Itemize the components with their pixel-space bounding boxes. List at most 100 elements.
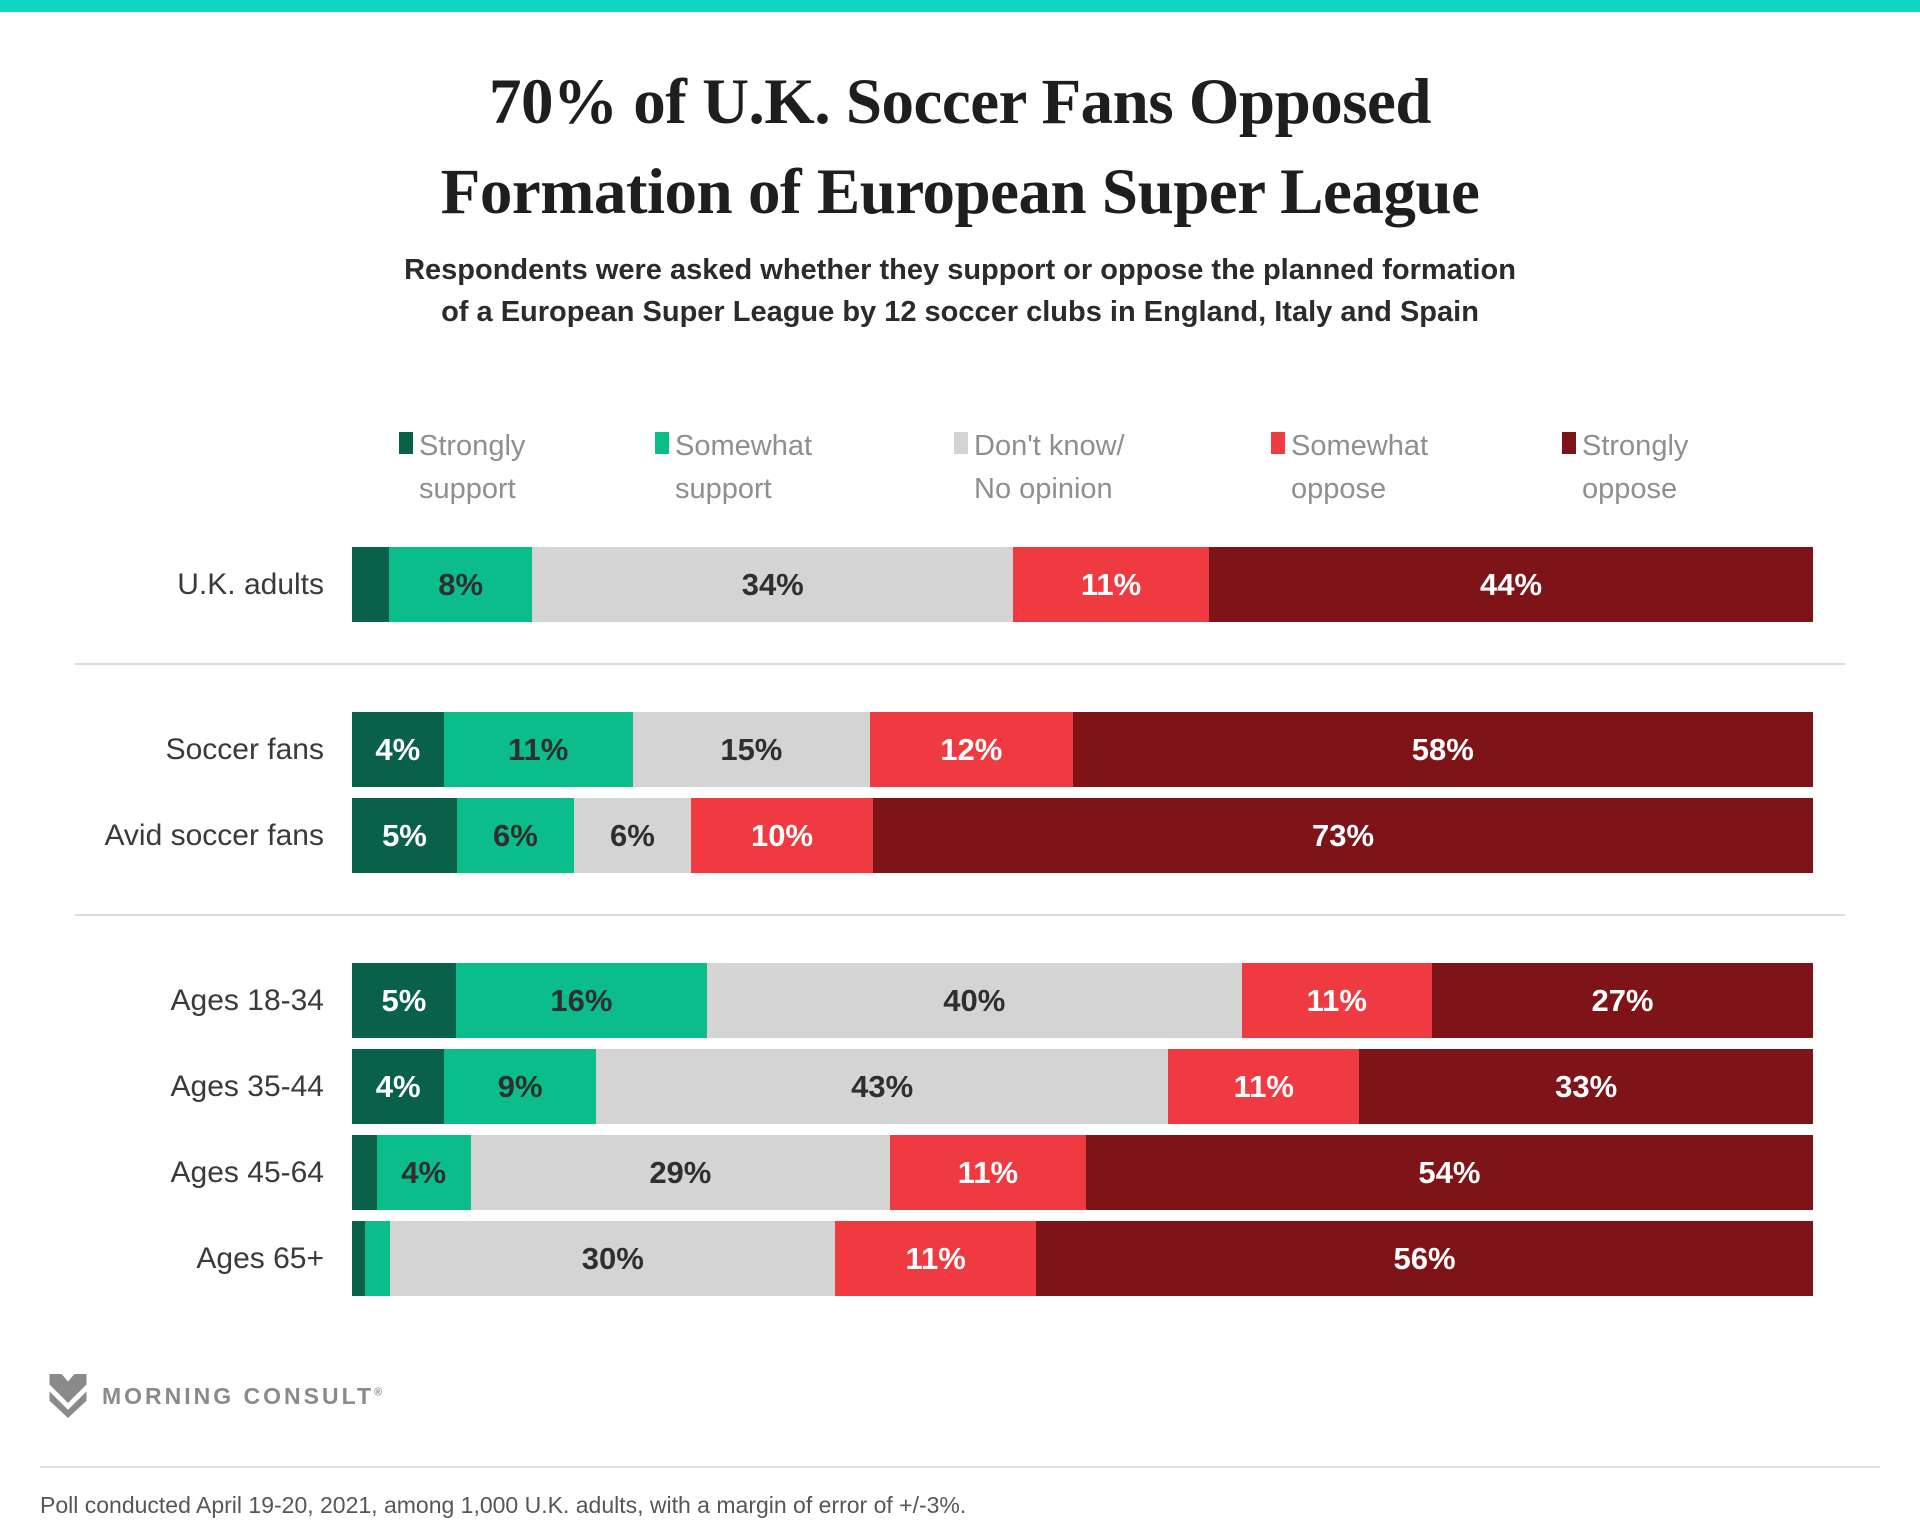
bar-row: Avid soccer fans 5% 6% 6% 10% 73% <box>0 798 1920 874</box>
bar-segment-value: 11% <box>507 731 569 767</box>
legend-label: Don't know/No opinion <box>974 430 1125 505</box>
legend-swatch <box>655 432 669 455</box>
chart-subtitle-line2: of a European Super League by 12 soccer … <box>441 296 1479 329</box>
bar-segment-value: 73% <box>1312 817 1375 853</box>
legend-item: Strongly oppose <box>1562 425 1688 509</box>
bar-segment: 4% <box>352 712 444 788</box>
row-label: Ages 45-64 <box>170 1155 324 1189</box>
row-label: U.K. adults <box>177 567 324 601</box>
bar-segment-value: 11% <box>905 1240 966 1276</box>
footer-note: Poll conducted April 19-20, 2021, among … <box>40 1492 967 1519</box>
bar-segment: 33% <box>1359 1049 1814 1125</box>
bar-segment-value: 34% <box>741 566 804 602</box>
bar-segment: 43% <box>595 1049 1169 1125</box>
bar-segment-value: 11% <box>957 1154 1019 1190</box>
bar-segment-value: 58% <box>1411 731 1474 767</box>
stacked-bar: 5% 6% 6% 10% 73% <box>352 798 1813 874</box>
row-label: Ages 18-34 <box>170 983 324 1017</box>
legend-label: Somewhat support <box>675 430 813 505</box>
bar-segment-value: 11% <box>1306 982 1367 1018</box>
legend-swatch <box>1271 432 1285 455</box>
legend-item: Don't know/No opinion <box>954 425 1125 509</box>
bar-segment: 54% <box>1085 1135 1813 1211</box>
chart-subtitle: Respondents were asked whether they supp… <box>0 249 1920 333</box>
bar-segment: 56% <box>1036 1221 1813 1297</box>
stacked-bar: 30% 11% 56% <box>352 1221 1813 1297</box>
stacked-bar: 4% 29% 11% 54% <box>352 1135 1813 1211</box>
bar-segment: 5% <box>352 963 456 1039</box>
page-title-line2: Formation of European Super League <box>440 155 1480 228</box>
bar-segment: 6% <box>573 798 691 874</box>
bar-segment <box>352 1221 365 1297</box>
morning-consult-logo: MORNING CONSULT® <box>48 1374 1920 1419</box>
bar-row: U.K. adults 8% 34% 11% 44% <box>0 547 1920 623</box>
bar-segment-value: 16% <box>550 982 613 1018</box>
bar-row: Ages 35-44 4% 9% 43% 11% 33% <box>0 1049 1920 1125</box>
logo-wordmark: MORNING CONSULT® <box>102 1383 382 1410</box>
bar-segment: 4% <box>376 1135 471 1211</box>
row-label: Ages 35-44 <box>170 1069 324 1103</box>
bar-segment-value: 33% <box>1555 1068 1618 1104</box>
bar-segment-value: 27% <box>1591 982 1654 1018</box>
page-title: 70% of U.K. Soccer Fans Opposed Formatio… <box>0 58 1920 237</box>
group-divider <box>75 663 1845 666</box>
bar-segment: 40% <box>706 963 1242 1039</box>
logo-wordmark-text: MORNING CONSULT <box>102 1382 375 1409</box>
bar-segment: 5% <box>352 798 457 874</box>
bar-segment: 30% <box>390 1221 836 1297</box>
bar-segment: 44% <box>1209 547 1814 623</box>
bar-segment-value: 43% <box>851 1068 914 1104</box>
bar-row: Soccer fans 4% 11% 15% 12% 58% <box>0 712 1920 788</box>
bar-segment: 12% <box>870 712 1073 788</box>
legend-swatch <box>1562 432 1576 455</box>
bar-segment-value: 5% <box>381 982 427 1018</box>
bar-row: Ages 65+ 30% 11% 56% <box>0 1221 1920 1297</box>
bar-segment-value: 5% <box>382 817 427 853</box>
bar-segment <box>352 547 389 623</box>
bar-segment-value: 12% <box>940 731 1003 767</box>
bar-segment-value: 6% <box>609 817 655 853</box>
bar-segment: 29% <box>470 1135 890 1211</box>
stacked-bar-chart: U.K. adults 8% 34% 11% 44% Soccer fans 4% 11% 15… <box>0 547 1920 1297</box>
group-divider <box>75 914 1845 917</box>
legend-label: Strongly oppose <box>1582 430 1689 505</box>
legend-label: Strongly support <box>419 430 526 505</box>
stacked-bar: 4% 9% 43% 11% 33% <box>352 1049 1814 1125</box>
registered-trademark-icon: ® <box>374 1386 383 1399</box>
bar-segment-value: 11% <box>1080 566 1142 602</box>
bar-segment: 11% <box>443 712 633 788</box>
bar-segment-value: 40% <box>943 982 1006 1018</box>
bar-segment-value: 11% <box>1233 1068 1294 1104</box>
stacked-bar: 4% 11% 15% 12% 58% <box>352 712 1813 788</box>
bar-segment: 11% <box>1241 963 1432 1039</box>
morning-consult-logo-icon <box>49 1374 87 1419</box>
bar-segment-value: 10% <box>750 817 814 853</box>
bar-segment-value: 15% <box>720 731 783 767</box>
bar-row: Ages 45-64 4% 29% 11% 54% <box>0 1135 1920 1211</box>
bar-segment: 9% <box>444 1049 596 1125</box>
row-label: Soccer fans <box>165 732 324 766</box>
bar-segment <box>364 1221 391 1297</box>
bar-segment-value: 4% <box>401 1154 447 1190</box>
bar-segment-value: 4% <box>375 731 421 767</box>
bar-segment-value: 4% <box>375 1068 421 1104</box>
bar-segment: 58% <box>1072 712 1813 788</box>
row-label: Avid soccer fans <box>104 818 324 852</box>
bar-row: Ages 18-34 5% 16% 40% 11% 27% <box>0 963 1920 1039</box>
bar-segment: 34% <box>532 547 1014 623</box>
bar-segment: 8% <box>388 547 533 623</box>
bar-segment: 11% <box>1013 547 1209 623</box>
row-label: Ages 65+ <box>196 1241 324 1275</box>
bar-segment: 27% <box>1431 963 1814 1039</box>
bar-segment-value: 44% <box>1479 566 1543 602</box>
legend-swatch <box>399 432 413 455</box>
bar-segment: 16% <box>455 963 707 1039</box>
bar-segment-value: 29% <box>649 1154 712 1190</box>
bar-segment: 11% <box>1168 1049 1360 1125</box>
page-title-line1: 70% of U.K. Soccer Fans Opposed <box>488 66 1432 138</box>
legend-swatch <box>954 432 968 455</box>
legend-item: Somewhat oppose <box>1271 425 1428 509</box>
bar-segment <box>352 1135 377 1211</box>
bar-segment-value: 9% <box>497 1068 543 1104</box>
bar-segment-value: 54% <box>1418 1154 1481 1190</box>
